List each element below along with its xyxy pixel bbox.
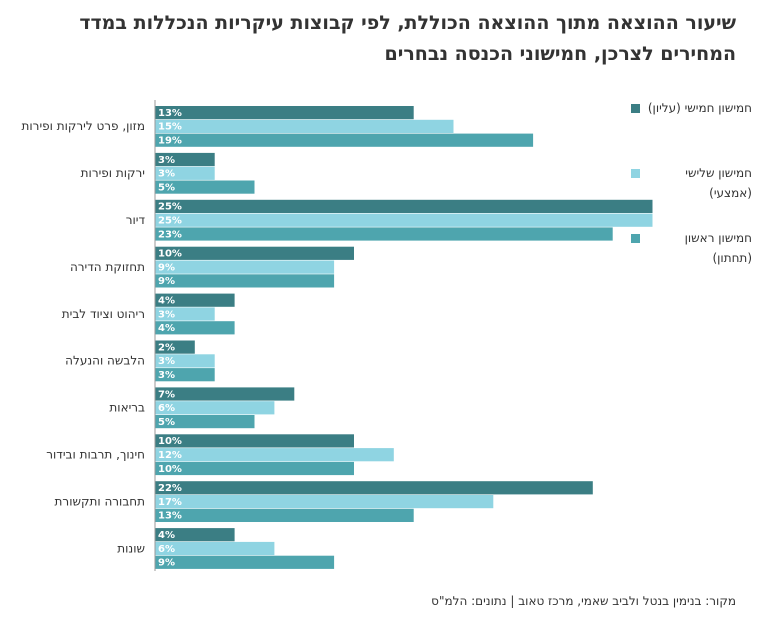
value-label: 4% — [158, 530, 175, 541]
bar — [155, 133, 534, 147]
legend-entry: חמישון שלישי (אמצעי) — [685, 166, 752, 200]
bar — [155, 180, 255, 194]
bar — [155, 528, 235, 542]
value-label: 6% — [158, 403, 175, 414]
bar — [155, 401, 275, 415]
value-label: 3% — [158, 370, 175, 381]
bar — [155, 307, 215, 321]
bar — [155, 166, 215, 180]
bar — [155, 199, 653, 213]
bar — [155, 508, 414, 522]
value-label: 13% — [158, 108, 182, 119]
category-label: תחבורה ותקשורת — [55, 494, 145, 508]
category-label: ריהוט וציוד לבית — [62, 307, 145, 321]
value-label: 4% — [158, 296, 175, 307]
bar — [155, 555, 335, 569]
legend-entry: חמישון חמישי (עליון) — [647, 101, 752, 115]
source: מקור: בנימין בנטל ולביב שאמי, מרכז טאוב … — [431, 594, 736, 608]
bar — [155, 260, 335, 274]
bar — [155, 434, 354, 448]
value-label: 9% — [158, 276, 175, 287]
bar — [155, 213, 653, 227]
value-label: 25% — [158, 202, 182, 213]
legend-swatch — [631, 169, 640, 178]
bar — [155, 227, 613, 241]
bar — [155, 541, 275, 556]
value-label: 3% — [158, 169, 175, 180]
bar — [155, 340, 195, 354]
legend-entry: חמישון ראשון (תחתון) — [684, 231, 752, 265]
value-label: 3% — [158, 356, 175, 367]
value-label: 15% — [158, 122, 182, 133]
value-label: 5% — [158, 182, 175, 193]
bar — [155, 293, 235, 307]
bar — [155, 119, 454, 133]
chart-title: שיעור ההוצאה מתוך ההוצאה הכוללת, לפי קבו… — [79, 12, 736, 65]
bar — [155, 495, 494, 509]
legend-swatch — [631, 104, 640, 113]
value-label: 23% — [158, 229, 182, 240]
value-label: 10% — [158, 249, 182, 260]
bar — [155, 448, 394, 462]
bar — [155, 274, 335, 288]
value-label: 7% — [158, 389, 175, 400]
category-label: תחזוקת הדירה — [70, 260, 145, 274]
bar — [155, 246, 354, 260]
value-label: 12% — [158, 450, 182, 461]
value-label: 13% — [158, 511, 182, 522]
value-label: 9% — [158, 558, 175, 569]
value-label: 6% — [158, 544, 175, 555]
value-label: 25% — [158, 216, 182, 227]
category-label: מזון, פרט לירקות ופירות — [22, 119, 145, 133]
value-label: 3% — [158, 309, 175, 320]
value-label: 10% — [158, 436, 182, 447]
value-label: 17% — [158, 497, 182, 508]
value-label: 9% — [158, 262, 175, 273]
value-label: 22% — [158, 483, 182, 494]
bar — [155, 461, 354, 476]
value-label: 19% — [158, 136, 182, 147]
bar — [155, 152, 215, 167]
category-label: בריאות — [109, 401, 145, 415]
category-label: חינוך, תרבות ובידור — [46, 448, 145, 462]
category-label: שונות — [117, 541, 145, 555]
category-label: דיור — [126, 213, 146, 227]
bar — [155, 354, 215, 368]
bar — [155, 481, 593, 495]
bar — [155, 321, 235, 335]
legend-swatch — [631, 234, 640, 243]
value-label: 4% — [158, 323, 175, 334]
category-label: הלבשה והנעלה — [65, 354, 145, 368]
value-label: 3% — [158, 155, 175, 166]
value-label: 2% — [158, 342, 175, 353]
bar — [155, 368, 215, 382]
bar — [155, 415, 255, 429]
bar — [155, 387, 295, 401]
value-label: 10% — [158, 464, 182, 475]
category-label: ירקות ופירות — [81, 166, 145, 180]
value-label: 5% — [158, 417, 175, 428]
bar — [155, 106, 414, 120]
